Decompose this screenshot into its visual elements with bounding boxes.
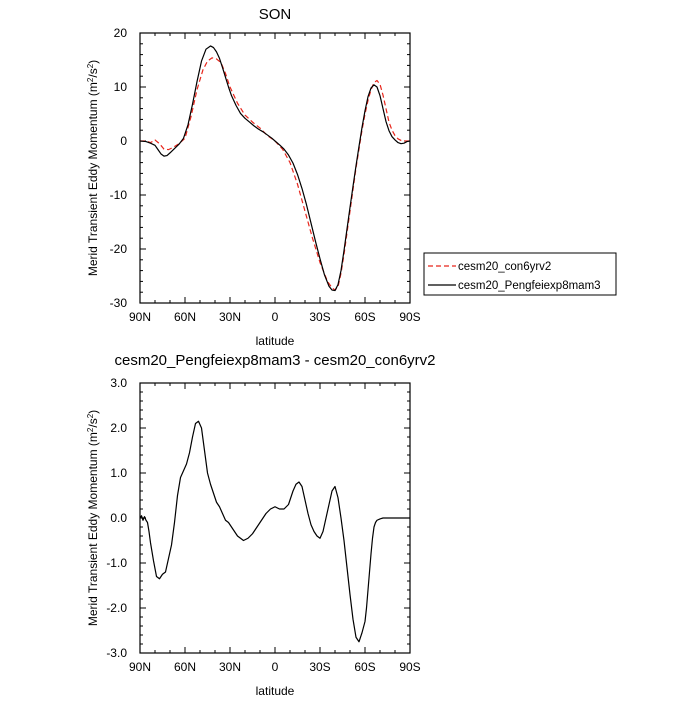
top-x-tick-label: 90N <box>129 310 151 324</box>
legend-box <box>423 252 617 296</box>
bottom-x-tick-label: 30S <box>309 660 330 674</box>
top-panel: SON 90N 60N 30N 0 30S 60S 90S 20 10 0 -10 -20 -30 la… <box>86 6 421 348</box>
bottom-series-line-0 <box>139 420 410 643</box>
bottom-series-group <box>139 420 410 643</box>
bottom-x-tick-label: 60S <box>354 660 375 674</box>
top-y-tick-label: -10 <box>110 188 128 202</box>
bottom-x-tick-label: 90N <box>129 660 151 674</box>
bottom-y-axis-label: Merid Transient Eddy Momentum (m2/s2) <box>86 410 100 626</box>
legend: cesm20_con6yrv2 cesm20_Pengfeiexp8mam3 <box>423 252 617 296</box>
top-x-tick-label: 60S <box>354 310 375 324</box>
legend-label-experiment: cesm20_Pengfeiexp8mam3 <box>458 280 601 292</box>
top-x-tick-label: 60N <box>174 310 196 324</box>
bottom-y-tick-label: 3.0 <box>110 376 127 390</box>
top-series-line-0 <box>140 57 410 291</box>
top-y-tick-label: 20 <box>114 26 128 40</box>
bottom-x-tick-label: 0 <box>272 660 279 674</box>
bottom-x-tick-label: 30N <box>219 660 241 674</box>
top-x-tick-label: 30S <box>309 310 330 324</box>
bottom-x-tick-label: 90S <box>399 660 420 674</box>
bottom-panel: cesm20_Pengfeiexp8mam3 - cesm20_con6yrv2… <box>86 352 436 698</box>
bottom-y-tick-label: -3.0 <box>106 646 127 660</box>
bottom-y-tick-label: 2.0 <box>110 421 127 435</box>
top-y-tick-label: 0 <box>120 134 127 148</box>
bottom-x-tick-label: 60N <box>174 660 196 674</box>
top-series-group <box>139 45 411 292</box>
top-series-line-1 <box>139 45 411 292</box>
bottom-y-tick-label: -2.0 <box>106 601 127 615</box>
top-y-tick-label: 10 <box>114 80 128 94</box>
top-x-tick-label: 30N <box>219 310 241 324</box>
bottom-plot-frame <box>139 382 411 654</box>
top-y-axis-label: Merid Transient Eddy Momentum (m2/s2) <box>86 60 100 276</box>
top-x-tick-label: 0 <box>272 310 279 324</box>
bottom-chart-title: cesm20_Pengfeiexp8mam3 - cesm20_con6yrv2 <box>115 352 436 369</box>
top-plot-frame <box>139 32 411 304</box>
top-axis-ticks: 90N 60N 30N 0 30S 60S 90S 20 10 0 -10 -20 -30 <box>110 26 421 324</box>
bottom-y-tick-label: 1.0 <box>110 466 127 480</box>
top-x-tick-label: 90S <box>399 310 420 324</box>
bottom-y-tick-label: 0.0 <box>110 511 127 525</box>
bottom-y-tick-label: -1.0 <box>106 556 127 570</box>
legend-label-control: cesm20_con6yrv2 <box>458 261 551 273</box>
top-chart-title: SON <box>259 6 292 23</box>
bottom-x-axis-label: latitude <box>256 684 295 698</box>
top-y-tick-label: -20 <box>110 242 128 256</box>
top-x-axis-label: latitude <box>256 334 295 348</box>
bottom-axis-ticks: 90N 60N 30N 0 30S 60S 90S 3.0 2.0 1.0 0.0 -1.0 -2.0 -… <box>106 376 420 674</box>
top-y-tick-label: -30 <box>110 296 128 310</box>
